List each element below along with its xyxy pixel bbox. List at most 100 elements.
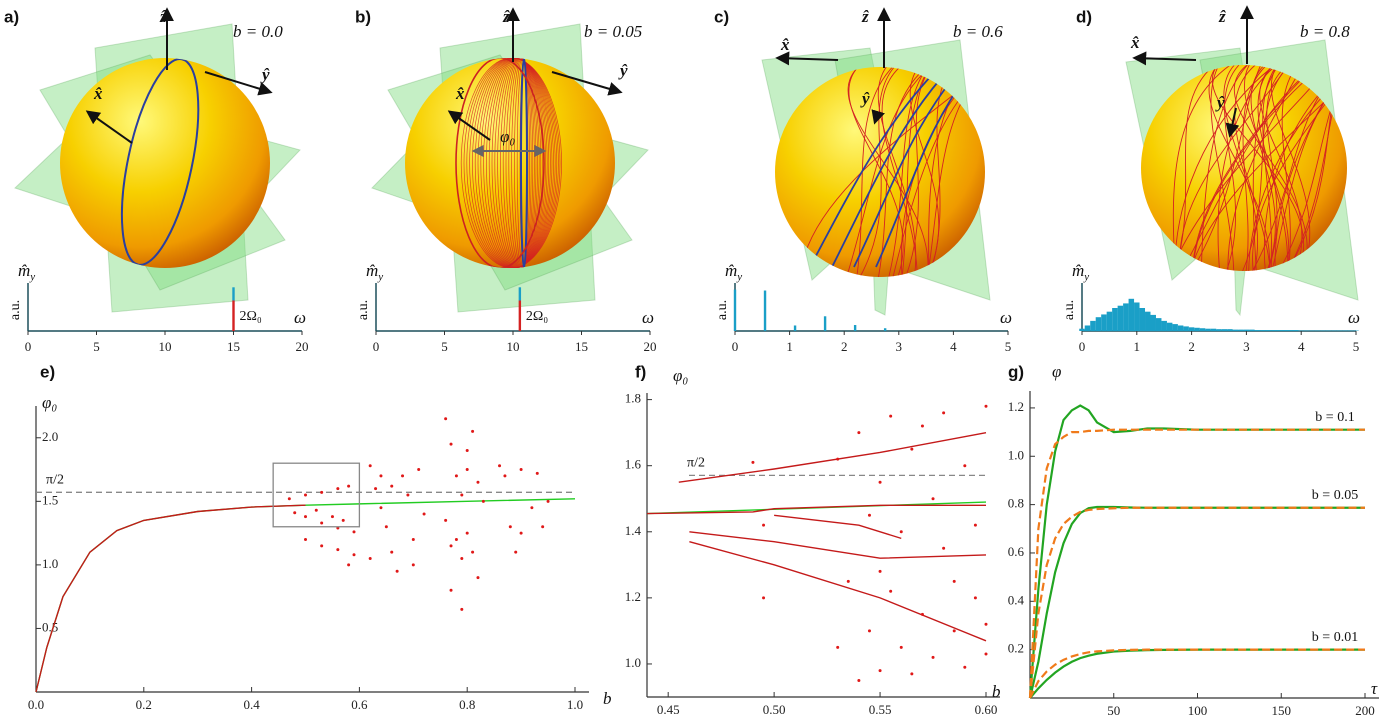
spectrum-peak [1271,330,1276,331]
point [336,548,339,551]
series-line [1030,650,1365,698]
spectrum-peak [1140,308,1145,331]
axis-x: x̂ [93,84,103,103]
point [932,656,935,659]
spectrum-peak [1211,329,1216,331]
point [536,472,539,475]
y-tick-label: 1.0 [42,556,58,571]
body: {"chart_data": [ {"type": "spectrum", "p… [0,0,1380,719]
y-tick-label: 0.8 [1008,496,1024,511]
x-tick-label: 0.8 [459,697,475,712]
spectrum-peak [1112,308,1117,331]
spectrum-peak [1227,329,1232,331]
spectrum-peak [1151,315,1156,331]
spectrum-peak [1096,317,1101,331]
series-label: b = 0.1 [1315,410,1354,425]
spectrum-peak [884,328,886,331]
axis-y: ŷ [1215,93,1225,112]
sphere-group [762,10,990,315]
spectrum-peak [1090,321,1095,331]
y-label-sub: y [1083,271,1089,283]
x-tick-label: 0.6 [351,697,368,712]
y-tick-label: 0.2 [1008,641,1024,656]
spectrum-peak [1282,330,1287,331]
point [547,500,550,503]
point [353,530,356,533]
point [444,417,447,420]
x-axis-label: b [992,682,1001,701]
spectrum-peak [1107,312,1112,331]
point [423,513,426,516]
y-axis-label: φ₀ [673,366,688,385]
point [879,570,882,573]
panel-label: a) [4,7,19,26]
y-tick-label: 1.2 [625,589,641,604]
point [847,580,850,583]
point [857,679,860,682]
y-label-sub: y [377,271,383,283]
point [520,532,523,535]
spectrum-peak [1156,318,1161,331]
spectrum-peak [1123,303,1128,331]
spectrum-peak [1260,330,1265,331]
x-tick-label: 0 [1079,339,1086,354]
x-axis-label: b [603,689,612,708]
x-axis-label: ω [294,308,306,327]
x-tick-label: 0.50 [763,702,786,717]
figure: a) b = 0.0 ẑ x̂ ŷ b) b = 0.05 ẑ x̂ ŷ φ₀ … [0,0,1380,719]
point [889,415,892,418]
point [390,551,393,554]
parameter: b = 0.05 [584,22,642,41]
x-tick-label: 0.45 [657,702,680,717]
x-tick-label: 15 [575,339,588,354]
point [868,629,871,632]
axis-x: x̂ [1130,33,1140,52]
point [401,474,404,477]
y-tick-label: 1.0 [625,655,641,670]
y-unit: a.u. [356,300,371,320]
y-tick-label: 1.0 [1008,447,1024,462]
annotation: 2Ω₀ [526,309,548,324]
point [460,493,463,496]
y-tick-label: 2.0 [42,429,58,444]
x-tick-label: 3 [1243,339,1250,354]
x-tick-label: 15 [227,339,240,354]
spectrum-peak [1194,328,1199,331]
point [455,538,458,541]
y-axis-label: m̂y [18,261,35,283]
y-tick-label: 1.6 [625,457,642,472]
spectrum-peak [1101,314,1106,331]
y-axis-label: φ [1052,362,1061,381]
point [385,525,388,528]
series-label: b = 0.01 [1312,630,1358,645]
x-tick-label: 0.60 [975,702,998,717]
point [450,443,453,446]
spectrum-peak [1161,321,1166,331]
parameter: b = 0.0 [233,22,283,41]
x-tick-label: 50 [1107,703,1120,718]
point [304,493,307,496]
x-tick-label: 20 [296,339,309,354]
spectrum-peak [794,325,796,331]
point [466,532,469,535]
spectrum-peak [1172,324,1177,331]
y-axis-label: φ₀ [42,393,57,412]
spectrum-peak [734,290,736,331]
annotation: 2Ω₀ [240,309,262,324]
point [974,524,977,527]
point [304,538,307,541]
inset-box [273,463,359,527]
y-tick-label: 1.4 [625,523,642,538]
series-line [1030,406,1365,698]
spectrum-peak [1178,325,1183,331]
point [288,497,291,500]
point [379,474,382,477]
spectrum-peak [1233,330,1238,331]
spectrum-peak [1183,326,1188,331]
spectrum-peak [1118,306,1123,331]
parameter: b = 0.6 [953,22,1003,41]
axis-z: ẑ [502,7,510,26]
spectrum-peak [1145,312,1150,331]
point [320,491,323,494]
y-label-symbol: m̂ [725,261,737,280]
